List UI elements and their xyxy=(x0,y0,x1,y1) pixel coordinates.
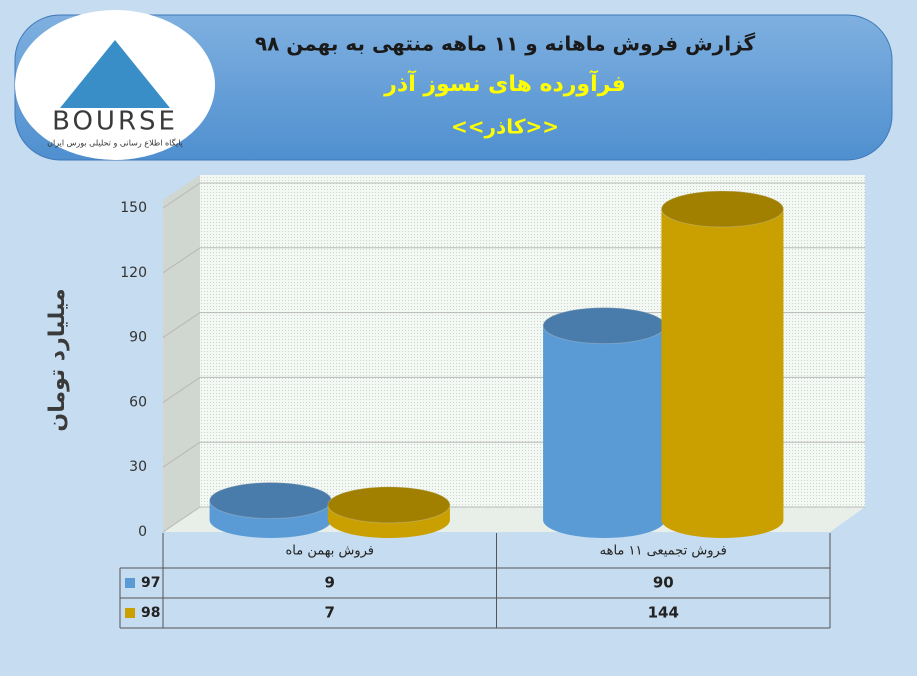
chart-title: گزارش فروش ماهانه و ۱۱ ماهه منتهی به بهم… xyxy=(255,32,756,56)
y-tick-label: 90 xyxy=(129,330,147,346)
y-tick-label: 0 xyxy=(138,524,147,540)
y-tick-label: 120 xyxy=(120,265,147,281)
y-tick-label: 150 xyxy=(120,200,147,216)
grid-line-side xyxy=(162,376,201,403)
legend-label: 97 xyxy=(141,575,160,591)
x-tick-label: فروش بهمن ماه xyxy=(285,544,374,559)
x-tick-label: فروش تجمیعی ۱۱ ماهه xyxy=(600,544,727,559)
logo-text: BOURSE xyxy=(52,107,178,137)
table-value: 144 xyxy=(648,604,679,622)
grid-line-side xyxy=(162,506,201,533)
logo-caption: پایگاه اطلاع رسانی و تحلیلی بورس ایران xyxy=(47,138,183,148)
y-tick-label: 30 xyxy=(129,459,147,475)
table-value: 90 xyxy=(653,574,674,592)
y-axis-label: میلیارد تومان xyxy=(45,288,70,431)
company-label: <<کاذر>> xyxy=(451,115,559,139)
chart-subtitle: فرآورده های نسوز آذر xyxy=(383,69,626,97)
grid-line-side xyxy=(162,441,201,468)
grid-line-side xyxy=(162,312,201,339)
header-box xyxy=(14,14,893,161)
legend-swatch xyxy=(125,578,135,588)
table-value: 9 xyxy=(325,574,335,592)
bar-top xyxy=(542,307,666,345)
side-wall xyxy=(163,175,200,532)
bar-top xyxy=(209,482,333,520)
bar-top xyxy=(327,486,451,524)
y-tick-label: 60 xyxy=(129,394,147,410)
bar xyxy=(661,208,784,538)
legend-label: 98 xyxy=(141,605,160,621)
table-value: 7 xyxy=(325,604,335,622)
grid-line-side xyxy=(162,182,201,209)
bar xyxy=(543,325,666,538)
bar-top xyxy=(660,190,784,228)
legend-swatch xyxy=(125,608,135,618)
logo-shape xyxy=(60,40,170,108)
grid-line-side xyxy=(162,247,201,274)
